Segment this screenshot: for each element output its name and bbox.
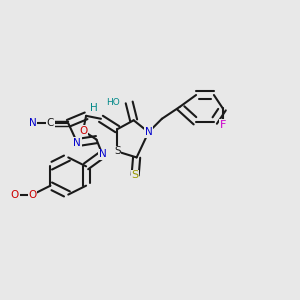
Text: HO: HO [106,98,120,107]
Text: C: C [47,118,54,128]
Text: O: O [28,190,37,200]
Text: N: N [145,127,152,137]
Text: S: S [114,146,121,157]
Text: N: N [73,138,81,148]
Text: O: O [11,190,19,200]
Text: N: N [99,149,106,160]
Text: O: O [79,126,87,136]
Text: H: H [90,103,98,113]
Text: N: N [29,118,37,128]
Text: F: F [220,120,226,130]
Text: S: S [132,170,139,180]
